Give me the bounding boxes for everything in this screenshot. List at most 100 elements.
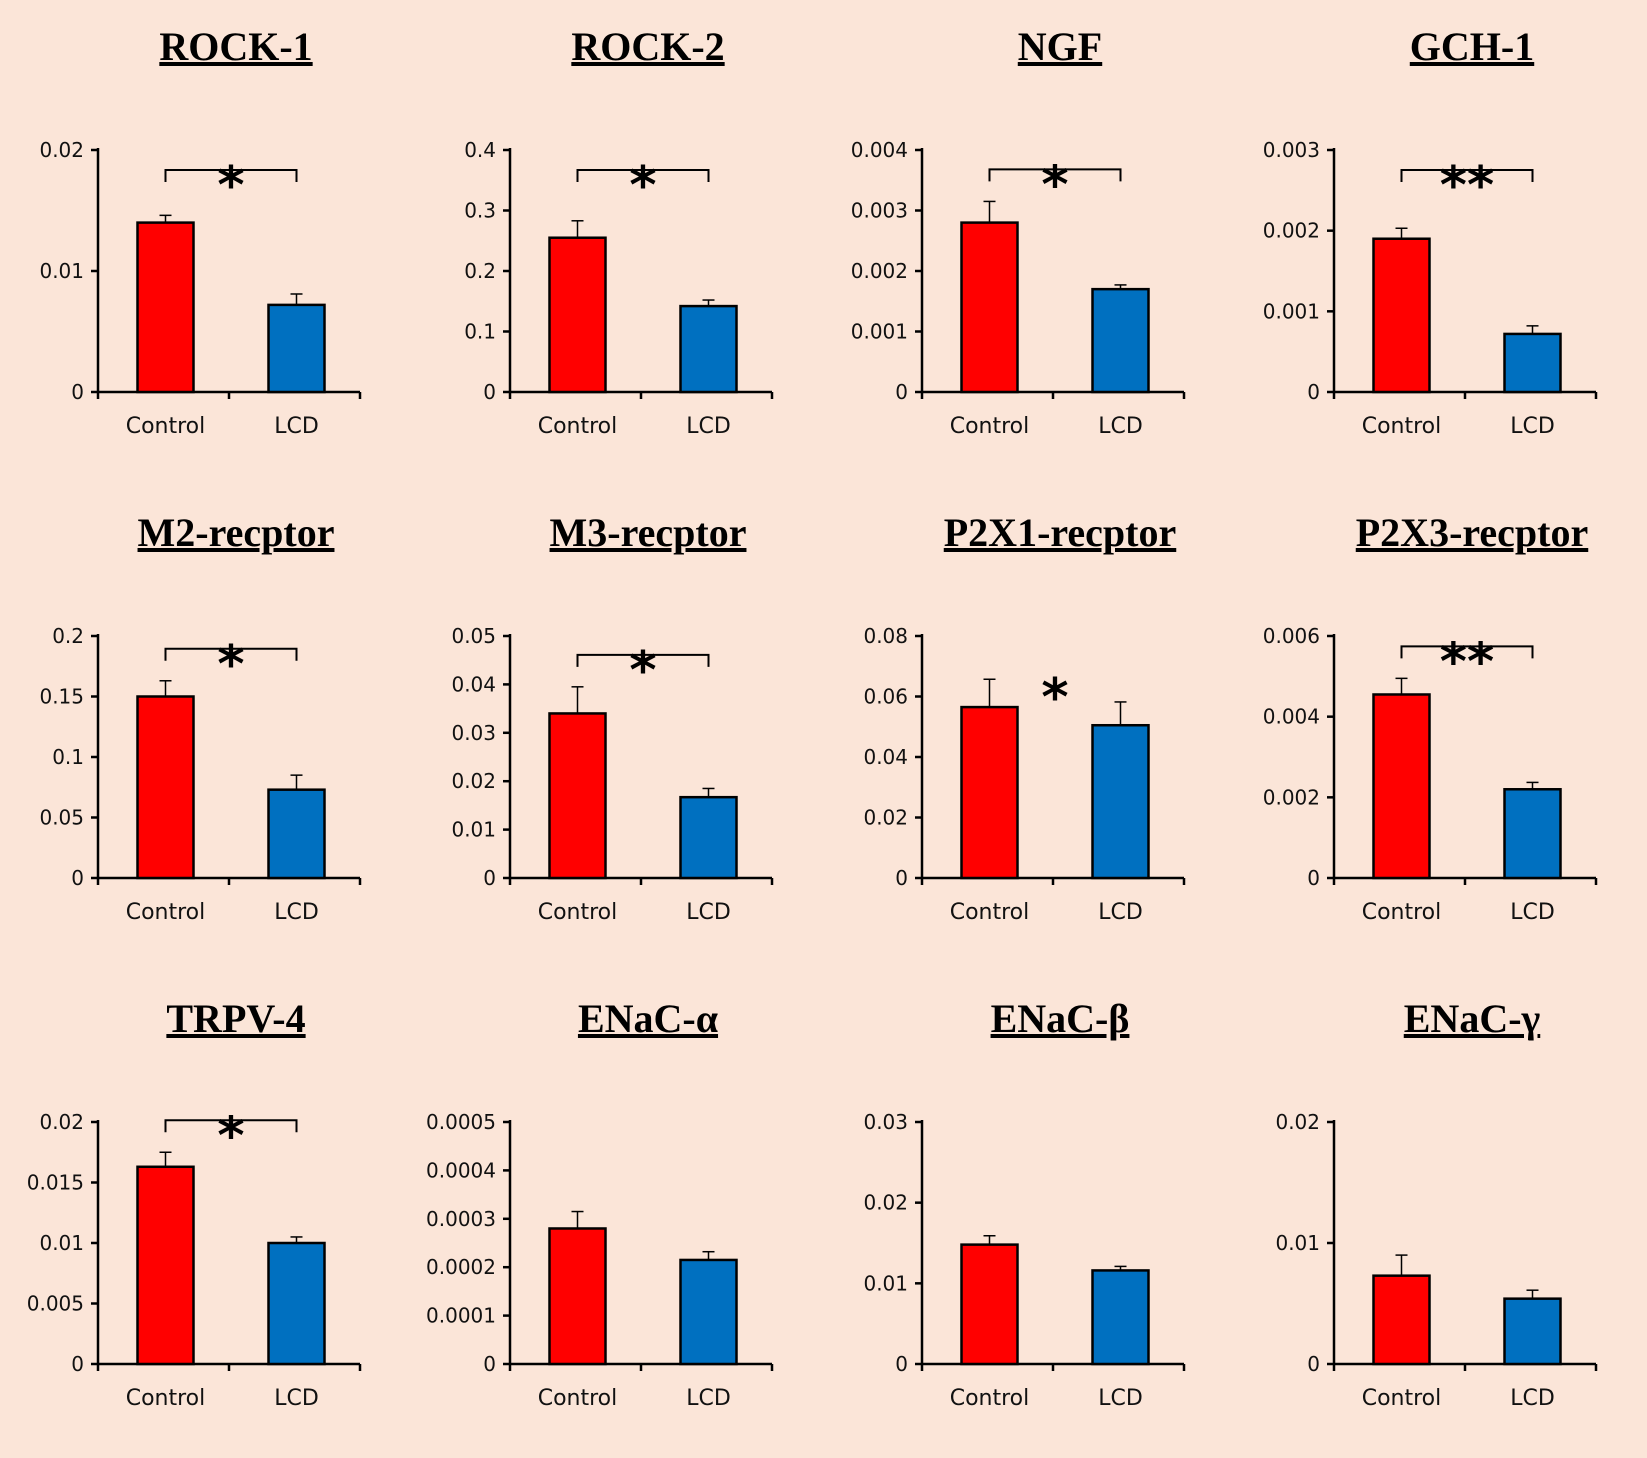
- y-tick-label: 0.02: [1275, 1110, 1320, 1134]
- y-tick-label: 0.0004: [426, 1158, 496, 1182]
- y-tick-label: 0: [71, 1352, 84, 1376]
- bar: [679, 1258, 738, 1366]
- chart-title: P2X1-recptor: [944, 510, 1177, 555]
- chart-svg: TRPV-4 0 0.005 0.01 0.015 0.02 Control LCD *: [27, 996, 362, 1411]
- category-label: Control: [1362, 414, 1442, 439]
- category-label: LCD: [274, 900, 319, 925]
- y-tick-label: 0.06: [863, 685, 908, 709]
- y-tick-label: 0: [1307, 380, 1320, 404]
- chart-svg: ROCK-1 0 0.01 0.02 Control LCD *: [39, 24, 362, 439]
- y-tick-label: 0.005: [27, 1292, 84, 1316]
- chart-panel: GCH-1 0 0.001 0.002 0.003 Control LCD **: [1236, 0, 1647, 486]
- chart-panel: NGF 0 0.001 0.002 0.003 0.004 Control LCD *: [824, 0, 1235, 486]
- chart-svg: ENaC-β 0 0.01 0.02 0.03 Control LCD: [863, 996, 1186, 1411]
- significance-bracket: [164, 169, 298, 182]
- y-tick-label: 0.01: [863, 1271, 908, 1295]
- bar: [679, 795, 738, 880]
- y-tick-label: 0.04: [863, 745, 908, 769]
- category-label: Control: [950, 1386, 1030, 1411]
- chart-svg: M3-recptor 0 0.01 0.02 0.03 0.04 0.05 Control LC…: [451, 510, 774, 925]
- chart-title: ENaC-α: [578, 996, 718, 1041]
- y-tick-label: 0.002: [1263, 785, 1320, 809]
- y-tick-label: 0.01: [451, 818, 496, 842]
- bar: [267, 303, 326, 394]
- category-label: LCD: [274, 414, 319, 439]
- chart-svg: P2X1-recptor 0 0.02 0.04 0.06 0.08 Control LCD *: [863, 510, 1186, 925]
- y-tick-label: 0.01: [39, 259, 84, 283]
- chart-title: ROCK-1: [159, 24, 312, 69]
- y-tick-label: 0.006: [1263, 624, 1320, 648]
- y-tick-label: 0.05: [451, 624, 496, 648]
- category-label: LCD: [1510, 900, 1555, 925]
- bar: [548, 712, 607, 880]
- chart-title: NGF: [1018, 24, 1102, 69]
- y-tick-label: 0.2: [464, 259, 496, 283]
- chart-panel: P2X3-recptor 0 0.002 0.004 0.006 Control LCD **: [1236, 486, 1647, 972]
- significance-asterisk: *: [217, 635, 244, 695]
- y-tick-label: 0.002: [1263, 219, 1320, 243]
- significance-asterisk: *: [629, 641, 656, 701]
- y-tick-label: 0: [483, 1352, 496, 1376]
- y-tick-label: 0: [895, 866, 908, 890]
- chart-title: TRPV-4: [166, 996, 305, 1041]
- y-tick-label: 0.02: [39, 1110, 84, 1134]
- chart-svg: NGF 0 0.001 0.002 0.003 0.004 Control LCD *: [851, 24, 1186, 439]
- significance-asterisk: *: [217, 1106, 244, 1166]
- y-tick-label: 0: [71, 380, 84, 404]
- y-tick-label: 0.0001: [426, 1304, 496, 1328]
- chart-svg: GCH-1 0 0.001 0.002 0.003 Control LCD **: [1263, 24, 1598, 439]
- category-label: Control: [126, 1386, 206, 1411]
- bar: [960, 705, 1019, 880]
- bar: [1372, 237, 1431, 394]
- y-tick-label: 0.2: [52, 624, 84, 648]
- y-tick-label: 0.03: [451, 721, 496, 745]
- y-tick-label: 0.02: [39, 138, 84, 162]
- y-tick-label: 0.4: [464, 138, 496, 162]
- y-tick-label: 0.02: [863, 1191, 908, 1215]
- chart-panel: ROCK-2 0 0.1 0.2 0.3 0.4 Control LCD *: [412, 0, 823, 486]
- bar: [1503, 332, 1562, 394]
- y-tick-label: 0.08: [863, 624, 908, 648]
- significance-bracket: [164, 1119, 298, 1133]
- y-tick-label: 0: [71, 866, 84, 890]
- category-label: LCD: [686, 900, 731, 925]
- chart-svg: P2X3-recptor 0 0.002 0.004 0.006 Control LCD **: [1263, 510, 1598, 925]
- y-tick-label: 0.015: [27, 1171, 84, 1195]
- category-label: Control: [1362, 900, 1442, 925]
- figure-grid: ROCK-1 0 0.01 0.02 Control LCD * ROCK-2 0 0.1 0.2 0…: [0, 0, 1647, 1411]
- bar: [1503, 1297, 1562, 1366]
- y-tick-label: 0.01: [39, 1231, 84, 1255]
- category-label: LCD: [274, 1386, 319, 1411]
- y-tick-label: 0.04: [451, 672, 496, 696]
- y-tick-label: 0.004: [851, 138, 908, 162]
- y-tick-label: 0: [483, 866, 496, 890]
- significance-asterisk: **: [1440, 156, 1494, 216]
- y-tick-label: 0: [1307, 1352, 1320, 1376]
- significance-asterisk: *: [217, 156, 244, 216]
- chart-svg: M2-recptor 0 0.05 0.1 0.15 0.2 Control LCD *: [39, 510, 362, 925]
- category-label: LCD: [1098, 900, 1143, 925]
- y-tick-label: 0.15: [39, 685, 84, 709]
- bar: [136, 695, 195, 880]
- category-label: Control: [538, 414, 618, 439]
- y-tick-label: 0.1: [52, 745, 84, 769]
- y-tick-label: 0.01: [1275, 1231, 1320, 1255]
- y-tick-label: 0.003: [851, 199, 908, 223]
- significance-bracket: [576, 653, 710, 667]
- bar: [960, 1243, 1019, 1366]
- bar: [267, 788, 326, 880]
- category-label: LCD: [1098, 414, 1143, 439]
- chart-title: ENaC-β: [991, 996, 1130, 1041]
- y-tick-label: 0.02: [451, 769, 496, 793]
- chart-title: P2X3-recptor: [1356, 510, 1589, 555]
- category-label: LCD: [686, 414, 731, 439]
- chart-svg: ENaC-α 0 0.0001 0.0002 0.0003 0.0004 0.0005 Con…: [426, 996, 774, 1411]
- category-label: Control: [538, 1386, 618, 1411]
- y-tick-label: 0.0002: [426, 1255, 496, 1279]
- chart-panel: M3-recptor 0 0.01 0.02 0.03 0.04 0.05 Control LC…: [412, 486, 823, 972]
- category-label: Control: [1362, 1386, 1442, 1411]
- chart-panel: ROCK-1 0 0.01 0.02 Control LCD *: [0, 0, 411, 486]
- y-tick-label: 0.3: [464, 199, 496, 223]
- significance-asterisk: *: [1041, 668, 1068, 728]
- significance-asterisk: *: [1041, 155, 1068, 215]
